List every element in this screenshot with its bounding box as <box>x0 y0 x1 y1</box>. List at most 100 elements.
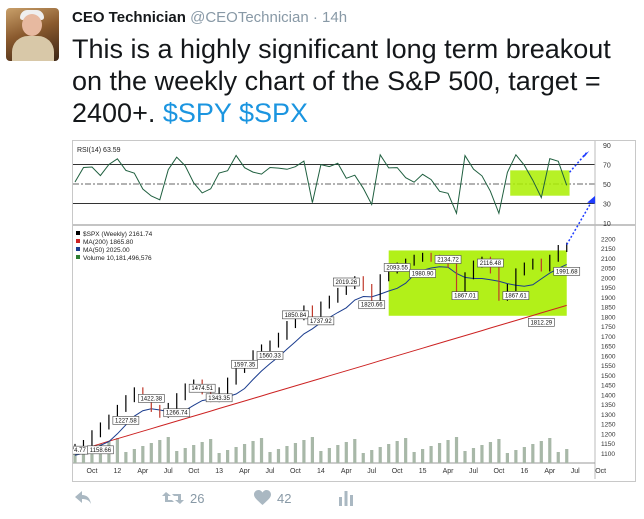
price-arrow-head <box>587 195 596 204</box>
volume-bar <box>183 448 187 463</box>
volume-bar <box>319 451 323 463</box>
tweet-header: CEO Technician @CEOTechnician · 14h <box>72 9 347 27</box>
legend-swatch <box>76 231 80 235</box>
volume-bar <box>209 439 213 463</box>
rsi-tick-label: 70 <box>603 163 611 170</box>
volume-bar <box>217 453 221 463</box>
x-tick-label: Oct <box>188 468 199 475</box>
x-tick-label: Jul <box>571 468 580 475</box>
volume-bar <box>395 441 399 463</box>
price-tick-label: 1700 <box>601 334 616 341</box>
cashtag-spy[interactable]: $SPY <box>162 98 232 128</box>
retweet-count: 26 <box>190 490 205 506</box>
tweet-actions: 26 42 <box>72 490 632 512</box>
avatar-face <box>22 14 42 36</box>
author-name[interactable]: CEO Technician <box>72 9 186 26</box>
volume-bar <box>115 438 119 463</box>
volume-bar <box>276 449 281 463</box>
volume-bar <box>514 450 518 463</box>
volume-bar <box>480 445 484 463</box>
stock-chart: RSI(14) 63.59 90 70 50 30 10 2200 2150 2100 2050 2… <box>73 141 635 479</box>
legend-swatch <box>76 255 80 259</box>
x-tick-label: 13 <box>215 468 223 475</box>
x-tick-label: Oct <box>87 468 98 475</box>
price-tick-label: 2000 <box>601 275 616 282</box>
volume-bar <box>429 446 433 463</box>
annotation-box <box>553 267 581 276</box>
annotation-label: 1980.90 <box>412 271 434 277</box>
volume-bar <box>192 445 196 463</box>
volume-bar <box>446 440 450 463</box>
timestamp[interactable]: 14h <box>322 9 348 26</box>
retweet-button[interactable]: 26 <box>162 490 204 506</box>
analytics-button[interactable] <box>338 490 354 506</box>
reply-button[interactable] <box>74 490 92 506</box>
volume-bar <box>463 451 467 463</box>
avatar[interactable] <box>6 8 59 61</box>
volume-bar <box>226 450 230 463</box>
annotation-box <box>163 408 191 418</box>
annotation-box <box>205 393 233 403</box>
x-tick-label: Jul <box>164 468 173 475</box>
annotation-label: 1074.77 <box>73 448 87 454</box>
annotation-box <box>138 394 165 403</box>
annotation-box <box>434 255 462 264</box>
annotation-box <box>112 416 140 425</box>
volume-bar <box>327 448 331 463</box>
annotation-label: 1867.01 <box>454 294 476 300</box>
legend-entry: MA(200) 1865.80 <box>83 239 134 246</box>
analytics-icon <box>339 491 353 506</box>
price-tick-label: 2200 <box>601 236 616 243</box>
annotation-box <box>451 291 479 300</box>
retweet-icon <box>162 492 184 504</box>
volume-bar <box>124 452 128 463</box>
like-button[interactable]: 42 <box>254 490 291 506</box>
volume-bar <box>81 450 86 463</box>
volume-bar <box>522 447 526 463</box>
rsi-tick-label: 10 <box>603 221 611 228</box>
annotation-box <box>383 263 411 272</box>
author-handle[interactable]: @CEOTechnician <box>190 9 309 26</box>
price-tick-label: 1300 <box>601 412 616 419</box>
price-tick-label: 1800 <box>601 314 616 321</box>
annotation-box <box>477 258 504 268</box>
annotation-label: 2134.72 <box>437 257 459 263</box>
volume-bar <box>556 452 560 463</box>
price-tick-label: 1600 <box>601 353 616 360</box>
annotation-label: 1474.51 <box>191 386 213 392</box>
volume-bar <box>378 447 382 463</box>
ma200-line <box>74 304 567 452</box>
annotation-label: 1820.66 <box>361 303 383 309</box>
rsi-arrow-head <box>582 150 590 157</box>
volume-bar <box>412 452 416 463</box>
price-tick-label: 1350 <box>601 402 616 409</box>
price-tick-label: 2050 <box>601 266 616 273</box>
volume-bar <box>471 448 476 463</box>
annotation-label: 1422.38 <box>140 396 162 402</box>
volume-bar <box>285 446 289 463</box>
volume-bar <box>370 450 374 463</box>
tweet-text: This is a highly significant long term b… <box>72 33 632 129</box>
x-tick-label: Jul <box>469 468 478 475</box>
legend-swatch <box>76 247 80 251</box>
x-tick-label: Apr <box>443 468 455 475</box>
annotation-box <box>231 359 258 369</box>
legend-entry: Volume 10,181,496,576 <box>83 255 152 262</box>
volume-bar <box>175 451 179 463</box>
separator-dot: · <box>312 9 318 26</box>
price-tick-label: 1200 <box>601 431 616 438</box>
price-tick-label: 2100 <box>601 256 616 263</box>
x-tick-label: Jul <box>367 468 376 475</box>
volume-bar <box>404 438 408 463</box>
price-target-arrow <box>566 200 593 245</box>
cashtag-spx[interactable]: $SPX <box>238 98 308 128</box>
volume-bar <box>141 446 145 463</box>
annotation-label: 1812.29 <box>530 320 552 326</box>
annotation-box <box>409 269 436 278</box>
price-tick-label: 1750 <box>601 324 616 331</box>
x-tick-label: Apr <box>341 468 353 475</box>
chart-image[interactable]: RSI(14) 63.59 90 70 50 30 10 2200 2150 2100 2050 2… <box>72 140 636 482</box>
price-tick-label: 1900 <box>601 295 616 302</box>
volume-bar <box>268 452 272 463</box>
rsi-tick-label: 50 <box>603 182 611 189</box>
